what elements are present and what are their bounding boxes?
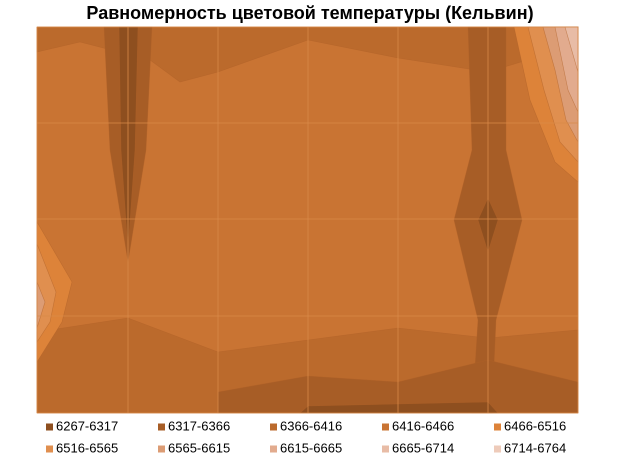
legend-swatch (382, 423, 389, 431)
legend-label: 6317-6366 (168, 418, 230, 433)
legend-swatch (494, 445, 501, 453)
legend-label: 6516-6565 (56, 440, 118, 455)
legend-label: 6416-6466 (392, 418, 454, 433)
legend-label: 6466-6516 (504, 418, 566, 433)
legend-label: 6665-6714 (392, 440, 454, 455)
legend-swatch (158, 445, 165, 453)
legend-swatch (382, 445, 389, 453)
legend-label: 6366-6416 (280, 418, 342, 433)
legend-swatch (494, 423, 501, 431)
legend-label: 6267-6317 (56, 418, 118, 433)
legend-label: 6714-6764 (504, 440, 566, 455)
legend-swatch (158, 423, 165, 431)
legend-swatch (270, 445, 277, 453)
legend-label: 6615-6665 (280, 440, 342, 455)
chart-title: Равномерность цветовой температуры (Кель… (86, 3, 533, 23)
legend-label: 6565-6615 (168, 440, 230, 455)
plot-area (36, 26, 579, 414)
legend-swatch (46, 423, 53, 431)
legend: 6267-6317 6317-6366 6366-6416 6416-6466 6466… (46, 418, 566, 455)
legend-swatch (46, 445, 53, 453)
legend-swatch (270, 423, 277, 431)
